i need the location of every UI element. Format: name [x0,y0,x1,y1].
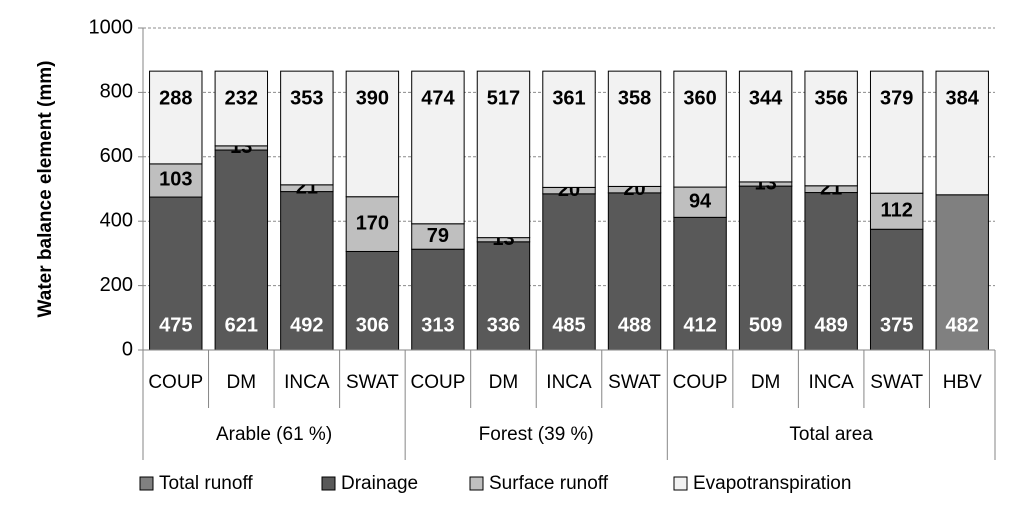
bar-segment [542,193,596,351]
bar-segment [345,196,400,252]
legend-label: Total runoff [159,473,253,494]
x-tick-label: COUP [673,372,728,393]
data-label: 390 [356,87,389,109]
data-label: 356 [814,87,847,109]
data-label: 170 [356,212,389,234]
bar-segment [476,241,531,351]
bar-segment [476,70,531,239]
bar-segment [869,192,924,230]
y-tick-label: 200 [100,274,133,296]
x-tick-label: DM [751,372,781,393]
bar-segment [214,70,269,147]
x-tick-label: DM [489,372,519,393]
bar-segment [935,70,989,196]
bar-segment [673,216,727,351]
data-label: 79 [427,225,449,247]
data-label: 336 [487,314,520,336]
x-tick-label: SWAT [870,372,923,393]
data-label: 474 [421,87,455,109]
bar-segment [149,163,203,198]
bar-segment [607,192,662,351]
x-tick-label: DM [227,372,257,393]
data-label: 358 [618,87,651,109]
y-tick-label: 400 [100,209,133,231]
data-label: 482 [946,314,979,336]
bar-segment [673,70,727,188]
bar-segment [149,70,203,165]
bar-segment [345,70,400,198]
legend-label: Drainage [341,473,418,494]
data-label: 509 [749,314,782,336]
data-label: 344 [749,87,783,109]
data-label: 313 [421,314,454,336]
x-tick-label: HBV [943,372,982,393]
legend-swatch [673,476,688,491]
x-tick-label: SWAT [608,372,661,393]
y-tick-label: 600 [100,145,133,167]
bar-segment [411,70,465,225]
x-tick-label: INCA [546,372,592,393]
bar-segment [345,250,400,351]
data-label: 232 [225,87,258,109]
data-label: 517 [487,87,520,109]
legend-swatch [139,476,154,491]
bar-segment [804,70,858,187]
bar-segment [738,70,793,183]
data-label: 361 [552,87,585,109]
y-tick-label: 1000 [89,16,134,38]
x-tick-label: INCA [284,372,330,393]
x-tick-label: COUP [410,372,465,393]
bar-segment [673,186,727,218]
data-label: 621 [225,314,258,336]
x-tick-label: SWAT [346,372,399,393]
legend-swatch [469,476,484,491]
data-label: 94 [689,190,712,212]
y-tick-label: 0 [122,338,133,360]
bar-segment [607,70,662,187]
data-label: 488 [618,314,651,336]
bar-segment [280,70,334,186]
bar-segment [411,248,465,351]
data-label: 384 [946,87,980,109]
legend-label: Surface runoff [489,473,609,494]
data-label: 489 [814,314,847,336]
data-label: 306 [356,314,389,336]
data-label: 485 [552,314,585,336]
group-label: Total area [789,424,873,445]
bar-segment [411,223,465,250]
data-label: 492 [290,314,323,336]
data-label: 379 [880,87,913,109]
y-axis-label: Water balance element (mm) [35,61,56,318]
legend-swatch [321,476,336,491]
bar-segment [935,194,989,351]
data-label: 475 [159,314,192,336]
group-label: Forest (39 %) [479,424,594,445]
data-label: 353 [290,87,323,109]
bar-segment [542,70,596,188]
data-label: 375 [880,314,913,336]
data-label: 103 [159,169,192,191]
group-label: Arable (61 %) [216,424,332,445]
x-tick-label: INCA [808,372,854,393]
data-label: 288 [159,87,192,109]
bar-segment [869,70,924,194]
data-label: 412 [683,314,716,336]
data-label: 360 [683,87,716,109]
legend-label: Evapotranspiration [693,473,851,494]
y-tick-label: 800 [100,81,133,103]
x-tick-label: COUP [148,372,203,393]
data-label: 112 [881,199,913,221]
